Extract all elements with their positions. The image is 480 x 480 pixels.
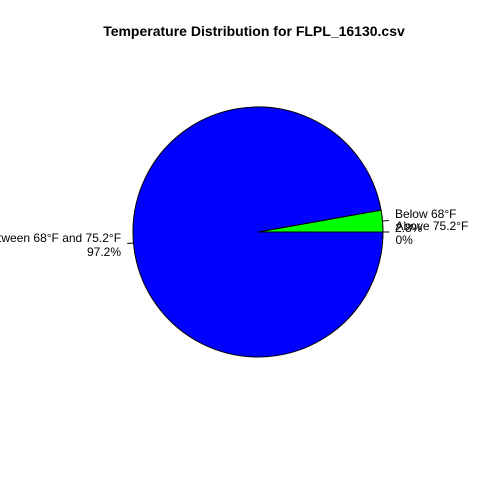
label-tick-slice-1 — [127, 242, 134, 245]
pie-slice-1 — [132, 106, 384, 358]
label-slice-2: Above 75.2°F 0% — [396, 219, 469, 247]
pie-slices — [132, 106, 384, 358]
label-slice-1: Between 68°F and 75.2°F97.2% — [0, 231, 121, 259]
label-slice-0: Below 68°F 2.8% — [395, 207, 457, 235]
chart-title: Temperature Distribution for FLPL_16130.… — [103, 23, 405, 39]
label-tick-slice-0 — [382, 219, 389, 222]
pie-labels: Below 68°F2.8% Between 68°F and 75.2°F97.… — [0, 207, 468, 259]
